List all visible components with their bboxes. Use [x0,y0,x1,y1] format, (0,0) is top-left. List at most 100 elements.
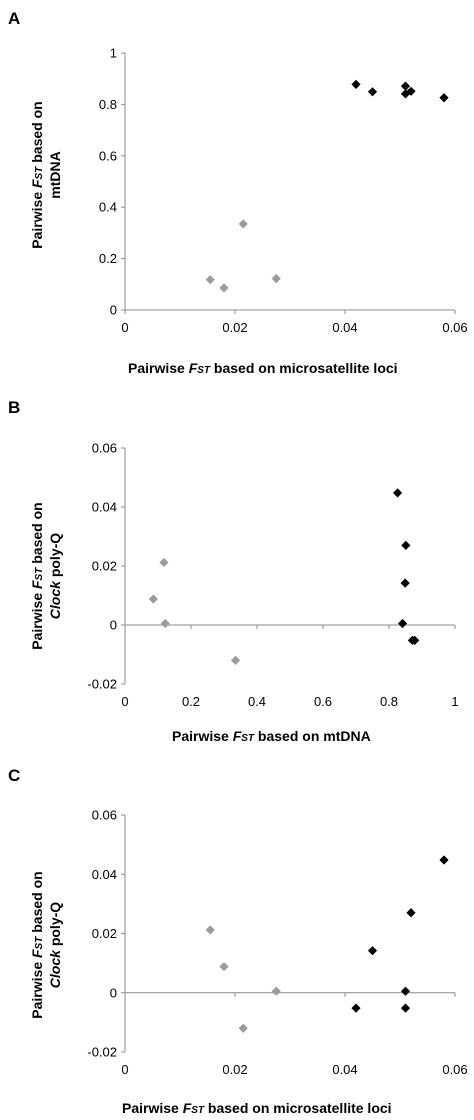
x-axis-label: Pairwise FST based on mtDNA [172,728,371,744]
fst-f: F [189,360,198,376]
y-tick-label: -0.02 [87,1045,117,1060]
grey-diamond-point [159,557,169,568]
grey-diamond-point [271,986,281,996]
black-diamond-point [439,93,449,103]
text-run: Pairwise [29,589,45,650]
text-run: mtDNA [47,151,63,198]
y-tick-label: 0 [110,618,117,633]
fst-f: F [29,949,45,958]
grey-diamond-point [205,275,215,285]
italic-run: Clock [47,580,63,619]
panel-c: C -0.02 0 0.02 0.04 0.06 0 0.02 0.04 0.06 Pairwise… [8,766,468,1116]
panel-b: B -0.02 0 0.02 0.04 0.06 0 0.2 0.4 0.6 0.8 1 Pairwis… [8,398,459,744]
y-tick-label: 0.02 [92,926,117,941]
black-diamond-point [367,87,378,97]
x-tick-label: 0.8 [380,694,398,709]
x-axis-label: Pairwise FST based on microsatellite loc… [122,1100,392,1116]
y-tick-label: 0.04 [92,500,117,515]
black-diamond-point [400,578,410,588]
black-diamond-point [406,86,416,96]
x-tick-label: 0.02 [222,1062,247,1077]
y-axis-label: mtDNA [47,151,63,198]
text-run: poly-Q [47,533,63,581]
x-tick-label: 0.4 [248,694,266,709]
y-tick-label: 0.06 [92,808,117,823]
grey-diamond-point [238,219,248,229]
black-diamond-point [410,635,420,645]
black-diamond-point [406,908,416,918]
x-tick-label: 0.06 [442,320,467,335]
y-axis-label: Pairwise FST based on [29,101,45,248]
x-tick-label: 0 [121,1062,128,1077]
x-axis-label: Pairwise FST based on microsatellite loc… [128,360,398,376]
panel-letter: C [8,766,20,785]
y-tick-label: 0.8 [99,97,117,112]
y-tick-label: 0.6 [99,148,117,163]
y-tick-label: 0 [110,303,117,318]
y-tick-label: 0.04 [92,867,117,882]
grey-diamond-point [230,655,241,665]
text-run: Pairwise [172,728,233,744]
x-tick-label: 0 [121,320,128,335]
text-run: based on microsatellite loci [210,360,398,376]
grey-diamond-point [271,274,281,284]
x-tick-label: 1 [451,694,458,709]
text-run: Pairwise [29,188,45,249]
text-run: Pairwise [128,360,189,376]
x-tick-label: 0 [121,694,128,709]
black-diamond-point [400,1003,411,1013]
x-tick-label: 0.04 [332,1062,357,1077]
panel-letter: A [8,9,20,28]
x-tick-label: 0.04 [332,320,357,335]
fst-f: F [29,580,45,589]
y-axis-label: Pairwise FST based on [29,871,45,1018]
fst-f: F [233,728,242,744]
fst-f: F [29,179,45,188]
y-tick-label: -0.02 [87,677,117,692]
black-diamond-point [400,81,411,91]
text-run: based on [29,101,45,166]
text-run: based on mtDNA [254,728,371,744]
x-tick-label: 0.06 [442,1062,467,1077]
panel-letter: B [8,398,20,417]
x-tick-label: 0.6 [314,694,332,709]
fst-st: ST [34,567,45,581]
grey-diamond-point [148,594,158,604]
fst-st: ST [241,733,255,744]
black-diamond-point [392,488,403,498]
fst-f: F [183,1100,192,1116]
text-run: Pairwise [29,958,45,1019]
y-axis-label: Clock poly-Q [47,533,63,619]
black-diamond-point [397,618,408,629]
black-diamond-point [351,79,361,89]
x-tick-label: 0.2 [182,694,200,709]
y-tick-label: 0 [110,985,117,1000]
italic-run: Clock [47,949,63,988]
y-tick-label: 0.02 [92,559,117,574]
text-run: based on microsatellite loci [204,1100,392,1116]
grey-diamond-point [219,283,229,293]
y-tick-label: 0.2 [99,251,117,266]
grey-diamond-point [238,1023,248,1033]
text-run: Pairwise [122,1100,183,1116]
y-tick-label: 0.4 [99,200,117,215]
x-tick-label: 0.02 [222,320,247,335]
black-diamond-point [400,986,411,996]
y-tick-label: 1 [110,46,117,61]
fst-st: ST [34,936,45,950]
grey-diamond-point [160,618,170,629]
grey-diamond-point [219,962,229,972]
fst-st: ST [197,365,211,376]
text-run: based on [29,502,45,567]
black-diamond-point [401,540,411,550]
fst-st: ST [191,1105,205,1116]
y-axis-label: Clock poly-Q [47,902,63,988]
text-run: poly-Q [47,902,63,950]
black-diamond-point [439,855,449,865]
text-run: based on [29,871,45,936]
y-tick-label: 0.06 [92,441,117,456]
grey-diamond-point [205,925,215,935]
